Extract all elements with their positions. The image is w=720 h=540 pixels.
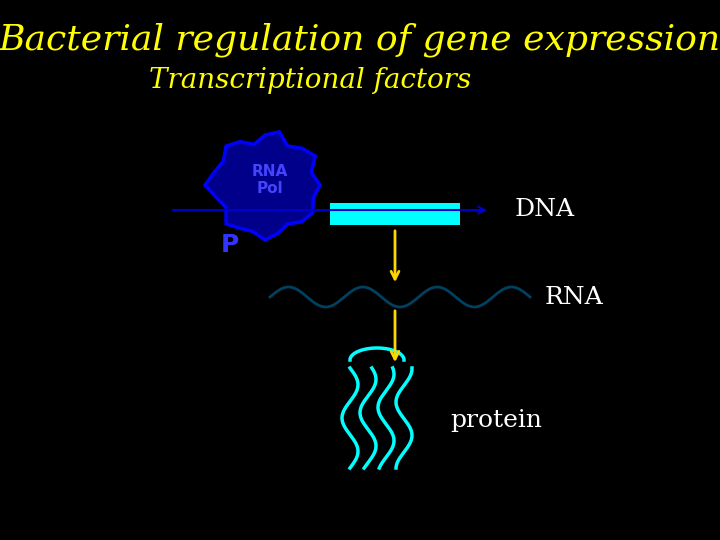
Text: P: P: [221, 233, 239, 257]
Text: Transcriptional factors: Transcriptional factors: [149, 66, 471, 93]
Text: Bacterial regulation of gene expression: Bacterial regulation of gene expression: [0, 23, 720, 57]
Text: protein: protein: [450, 408, 542, 431]
FancyBboxPatch shape: [330, 203, 460, 225]
Text: RNA: RNA: [545, 286, 604, 308]
Polygon shape: [205, 132, 320, 240]
Text: DNA: DNA: [515, 199, 575, 221]
Text: RNA
Pol: RNA Pol: [252, 164, 288, 196]
